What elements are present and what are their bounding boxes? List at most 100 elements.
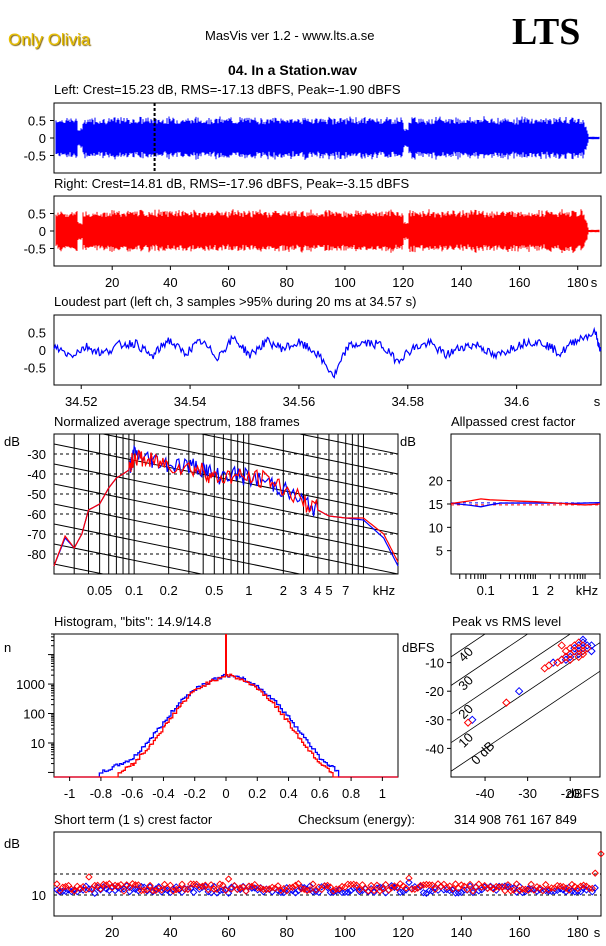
peak-vs-rms-point-right [583,644,592,653]
short-term-crest-point-right [195,883,204,891]
short-term-crest-point-right [405,874,413,882]
short-term-crest-point-right [88,885,96,894]
short-term-crest-point-right [390,882,399,890]
short-term-crest-point-right [309,880,317,888]
allpassed-xtick-label: 2 [547,583,554,598]
peak-vs-rms-point-right [540,664,549,673]
left-waveform-title: Left: Crest=15.23 dB, RMS=-17.13 dBFS, P… [54,82,401,97]
loudest-part-line [53,326,602,379]
right-waveform-envelope [55,209,600,253]
allpassed-ytick-label: 5 [436,544,443,559]
short-term-crest-point-right [189,880,198,888]
short-term-crest-point-left [344,888,352,896]
short-term-crest-point-right [544,885,553,894]
short-term-crest-point-right [149,886,157,895]
short-term-crest-point-left [213,889,221,897]
peak-vs-rms-ytick-label: -10 [425,656,444,671]
allpassed-ylabel: dB [400,434,416,449]
short-term-crest-point-right [428,881,436,889]
waveform-xunit-label: s [591,275,598,290]
right-waveform-ytick-label: 0.5 [28,207,46,222]
short-term-crest-point-right [457,881,466,889]
short-term-crest-point-right [184,885,192,894]
short-term-crest-point-right [373,881,381,889]
short-term-crest-point-left [56,888,64,896]
short-term-crest-point-right [355,885,364,894]
short-term-crest-point-right [443,883,451,891]
short-term-crest-xtick-label: 100 [334,925,356,940]
short-term-crest-point-right [91,881,99,890]
spectrum-slope-line [54,523,303,574]
short-term-crest-point-right [332,885,340,893]
short-term-crest-point-right [515,886,524,895]
histogram-xtick-label: -1 [64,786,76,801]
spectrum-xtick-label: 0.05 [87,583,112,598]
short-term-crest-xtick-label: 160 [509,925,531,940]
short-term-crest-point-right [120,887,128,895]
short-term-crest-point-right [367,881,375,890]
short-term-crest-point-left [280,888,288,897]
peak-vs-rms-point-right [578,649,588,659]
short-term-crest-xtick-label: 40 [163,925,177,940]
short-term-crest-point-right [224,875,233,883]
spectrum-title: Normalized average spectrum, 188 frames [54,414,300,429]
short-term-crest-xtick-label: 140 [450,925,472,940]
short-term-crest-point-left [396,888,404,897]
spectrum-ytick-label: -60 [27,507,46,522]
spectrum-slope-line [54,503,398,574]
short-term-crest-point-right [140,886,148,895]
spectrum-slope-line [198,434,398,475]
spectrum-grid [54,324,398,574]
short-term-crest-point-right [393,884,402,892]
spectrum-ytick-label: -40 [27,467,46,482]
short-term-crest-point-left [553,886,562,895]
peak-vs-rms-crest-label: 30 [455,672,476,693]
short-term-crest-point-right [137,886,145,895]
short-term-crest-point-right [501,887,509,895]
right-waveform-ytick-label: 0 [39,224,46,239]
loudest-part-title: Loudest part (left ch, 3 samples >95% du… [54,294,417,309]
short-term-crest-point-right [242,887,250,895]
app-title: MasVis ver 1.2 - www.lts.a.se [205,28,375,43]
short-term-crest-point-left [582,886,591,894]
short-term-crest-point-left [251,884,259,892]
short-term-crest-point-right [59,883,67,891]
spectrum-xtick-label: 3 [300,583,307,598]
short-term-crest-xtick-label: 180 [567,925,589,940]
spectrum-ytick-label: -30 [27,447,46,462]
peak-vs-rms-point-right [502,698,511,707]
short-term-crest-point-right [399,882,407,890]
short-term-crest-point-right [105,880,113,888]
waveform-xtick-label: 100 [334,275,356,290]
spectrum-slope-line [54,443,398,515]
short-term-crest-point-right [320,882,329,890]
short-term-crest-point-left [219,886,227,894]
short-term-crest-point-right [568,880,576,889]
short-term-crest-point-left [317,883,326,891]
spectrum-xtick-label: 0.1 [125,583,143,598]
short-term-crest-point-right [280,884,288,893]
short-term-crest-point-right [134,881,143,889]
spectrum-slope-line [54,324,398,394]
allpassed-ytick-label: 20 [429,474,443,489]
allpassed-series-left [450,501,601,508]
peak-vs-rms-xtick-label: -40 [476,786,495,801]
waveform-xtick-label: 20 [105,275,119,290]
short-term-crest-point-left [562,887,570,896]
short-term-crest-point-right [402,884,410,892]
spectrum-slope-line [54,344,398,414]
loudest-part-ytick-label: -0.5 [24,361,46,376]
allpassed-series-right [450,498,601,506]
short-term-crest-point-right [527,880,535,889]
short-term-crest-point-right [477,883,486,891]
spectrum-slope-line [297,434,398,455]
spectrum-xtick-label: 5 [325,583,332,598]
artist-name: Only Olivia [8,30,91,49]
short-term-crest-point-right [512,880,521,888]
short-term-crest-point-right [204,885,212,894]
short-term-crest-point-right [248,882,256,891]
short-term-crest-point-right [178,880,186,888]
short-term-crest-point-right [152,886,160,895]
peak-vs-rms-point-right [557,641,566,650]
short-term-crest-point-right [542,880,550,889]
